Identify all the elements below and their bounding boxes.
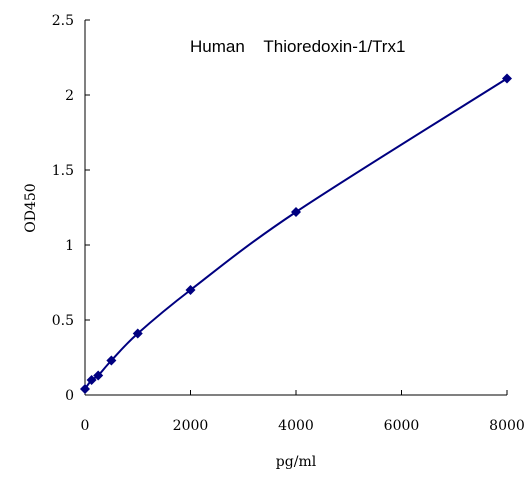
data-point-marker — [86, 375, 97, 385]
y-tick-label: 0.5 — [52, 313, 74, 329]
y-axis-title: OD450 — [23, 183, 39, 232]
x-tick-label: 8000 — [489, 418, 525, 434]
fitted-curve — [84, 77, 508, 390]
data-point-marker — [291, 207, 301, 217]
data-point-marker — [80, 384, 90, 394]
y-tick-label: 2.5 — [52, 13, 74, 29]
data-point-marker — [93, 370, 104, 381]
ticks: 0 0.5 1 1.5 2 2.5 0 2000 4000 6000 8000 — [52, 13, 525, 434]
x-tick-label: 0 — [81, 418, 90, 434]
x-tick-label: 2000 — [173, 418, 209, 434]
data-point-marker — [502, 73, 512, 84]
data-point-marker — [132, 328, 143, 339]
data-point-marker — [185, 285, 196, 295]
y-tick-label: 1 — [65, 238, 74, 254]
y-tick-label: 1.5 — [52, 163, 74, 179]
x-axis-title: pg/ml — [276, 454, 317, 470]
marker-layer — [80, 73, 512, 394]
data-point-marker — [106, 355, 117, 366]
x-tick-label: 4000 — [278, 418, 314, 434]
curve-layer — [84, 77, 508, 390]
y-tick-label: 2 — [65, 88, 74, 104]
x-tick-label: 6000 — [384, 418, 420, 434]
chart-title: Human Thioredoxin-1/Trx1 — [190, 37, 405, 56]
y-tick-label: 0 — [65, 388, 74, 404]
